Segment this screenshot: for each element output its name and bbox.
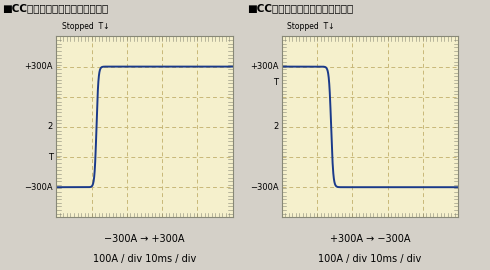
Text: ■CCモード放電から充電へ切替時: ■CCモード放電から充電へ切替時 <box>247 3 354 13</box>
Text: Stopped  T↓: Stopped T↓ <box>62 22 109 31</box>
Text: T: T <box>48 153 53 161</box>
Text: 100A / div 10ms / div: 100A / div 10ms / div <box>93 254 196 264</box>
Text: +300A: +300A <box>24 62 53 71</box>
Text: −300A: −300A <box>250 183 278 192</box>
Text: −300A → +300A: −300A → +300A <box>104 234 185 244</box>
Text: +300A → −300A: +300A → −300A <box>330 234 410 244</box>
Text: 100A / div 10ms / div: 100A / div 10ms / div <box>318 254 421 264</box>
Text: 2: 2 <box>48 122 53 131</box>
Text: Stopped  T↓: Stopped T↓ <box>287 22 335 31</box>
Text: 2: 2 <box>273 122 278 131</box>
Text: +300A: +300A <box>250 62 278 71</box>
Text: ■CCモード充電から放電へ切替時: ■CCモード充電から放電へ切替時 <box>2 3 109 13</box>
Text: T: T <box>273 78 278 87</box>
Text: −300A: −300A <box>24 183 53 192</box>
